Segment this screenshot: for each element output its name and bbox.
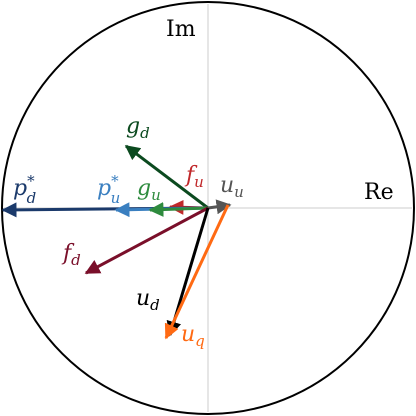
label-base: g <box>137 176 151 201</box>
re-label: Re <box>364 180 394 205</box>
label-sup: * <box>27 172 35 190</box>
label-sub: d <box>71 251 81 269</box>
label-sub: q <box>195 332 205 350</box>
vector-label: fd <box>61 241 81 269</box>
label-sub: u <box>111 189 121 207</box>
label-base: u <box>220 173 234 198</box>
label-sub: d <box>27 189 37 207</box>
vector-arrow <box>148 202 209 218</box>
label-sub: u <box>234 183 244 201</box>
label-sub: d <box>150 296 160 314</box>
vector-label: uu <box>220 173 244 201</box>
vector-arrow <box>124 144 209 210</box>
vector-label: gd <box>126 114 150 142</box>
vector-label: p* d <box>13 172 36 207</box>
im-label: Im <box>166 17 196 42</box>
label-base: u <box>181 322 195 347</box>
label-base: u <box>136 286 150 311</box>
vector-arrow <box>164 204 230 340</box>
label-base: p <box>97 176 111 201</box>
vector-arrow <box>84 206 209 275</box>
label-base: g <box>126 114 140 139</box>
label-sub: u <box>194 173 204 191</box>
vector-label: gu <box>137 176 161 204</box>
vector-label: fu <box>184 163 204 191</box>
vector-label: uq <box>181 322 205 350</box>
label-sub: d <box>140 124 150 142</box>
vector-label: ud <box>136 286 160 314</box>
vector-label: p* u <box>97 172 120 207</box>
label-base: p <box>13 176 27 201</box>
label-sub: u <box>151 186 161 204</box>
label-sup: * <box>111 172 119 190</box>
